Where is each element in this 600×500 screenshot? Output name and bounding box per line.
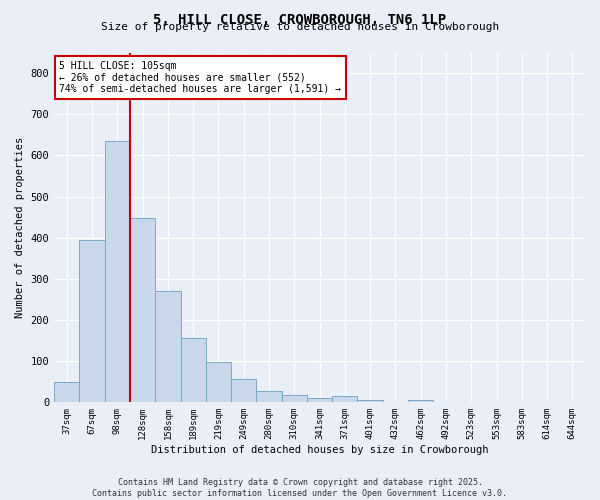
Bar	[332, 396, 358, 402]
Text: Size of property relative to detached houses in Crowborough: Size of property relative to detached ho…	[101, 22, 499, 32]
Bar	[130, 218, 155, 402]
Bar	[256, 391, 281, 402]
Text: 5 HILL CLOSE: 105sqm
← 26% of detached houses are smaller (552)
74% of semi-deta: 5 HILL CLOSE: 105sqm ← 26% of detached h…	[59, 61, 341, 94]
Text: Contains HM Land Registry data © Crown copyright and database right 2025.
Contai: Contains HM Land Registry data © Crown c…	[92, 478, 508, 498]
Bar	[79, 240, 105, 402]
Text: 5, HILL CLOSE, CROWBOROUGH, TN6 1LP: 5, HILL CLOSE, CROWBOROUGH, TN6 1LP	[154, 12, 446, 26]
X-axis label: Distribution of detached houses by size in Crowborough: Distribution of detached houses by size …	[151, 445, 488, 455]
Bar	[408, 400, 433, 402]
Bar	[54, 382, 79, 402]
Bar	[358, 400, 383, 402]
Bar	[155, 291, 181, 403]
Bar	[231, 379, 256, 402]
Bar	[307, 398, 332, 402]
Bar	[206, 362, 231, 403]
Bar	[281, 395, 307, 402]
Bar	[105, 141, 130, 403]
Y-axis label: Number of detached properties: Number of detached properties	[15, 137, 25, 318]
Bar	[181, 338, 206, 402]
